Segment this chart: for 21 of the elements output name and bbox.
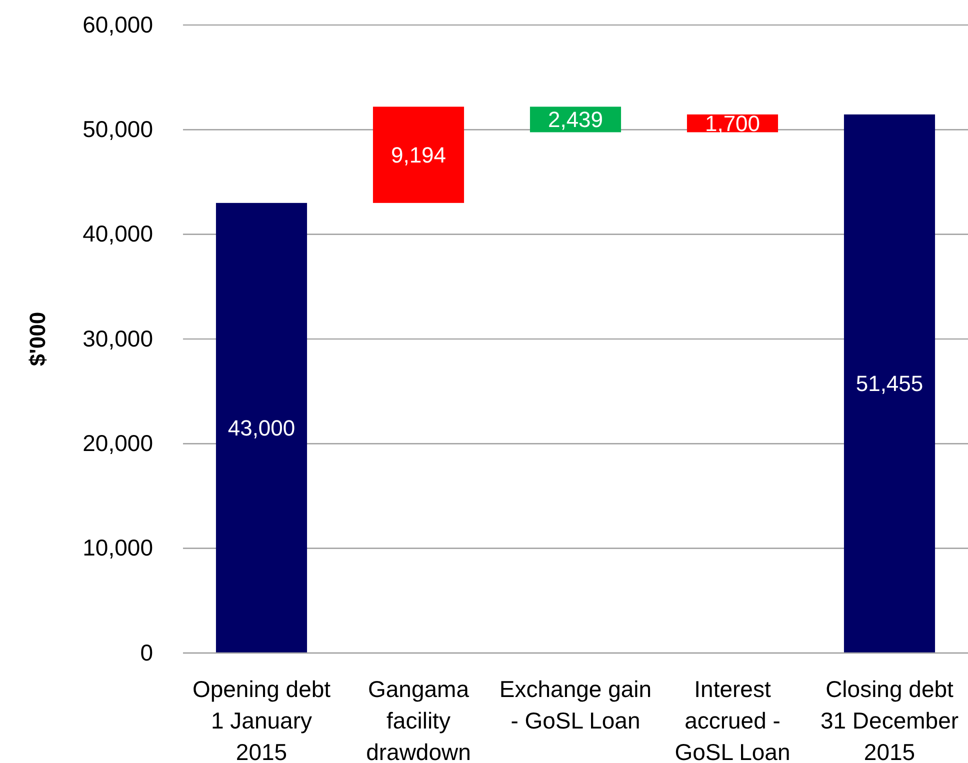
data-label: 1,700: [704, 110, 760, 136]
x-tick-label: Opening debt 1 January 2015: [192, 676, 332, 763]
y-tick-label: 50,000: [82, 116, 153, 142]
bar: [372, 106, 464, 203]
y-tick-label: 0: [140, 639, 153, 666]
x-tick-label: Interest accrued - GoSL Loan: [674, 676, 790, 763]
y-tick-label: 30,000: [82, 325, 153, 352]
y-tick-label: 40,000: [82, 220, 153, 247]
data-label: 51,455: [856, 371, 924, 396]
data-label: 9,194: [390, 142, 446, 168]
bar: [216, 202, 308, 653]
x-tick-label: Gangama facility drawdown: [366, 676, 471, 763]
y-tick-label: 60,000: [82, 11, 153, 38]
y-tick-label: 20,000: [82, 430, 153, 456]
bar: [844, 114, 936, 653]
y-tick-label: 10,000: [82, 534, 153, 561]
y-axis-title: $'000: [25, 312, 50, 366]
x-tick-label: Closing debt 31 December 2015: [820, 676, 959, 763]
data-label: 43,000: [228, 415, 296, 440]
x-tick-label: Exchange gain - GoSL Loan: [499, 676, 652, 734]
data-label: 2,439: [548, 106, 604, 132]
